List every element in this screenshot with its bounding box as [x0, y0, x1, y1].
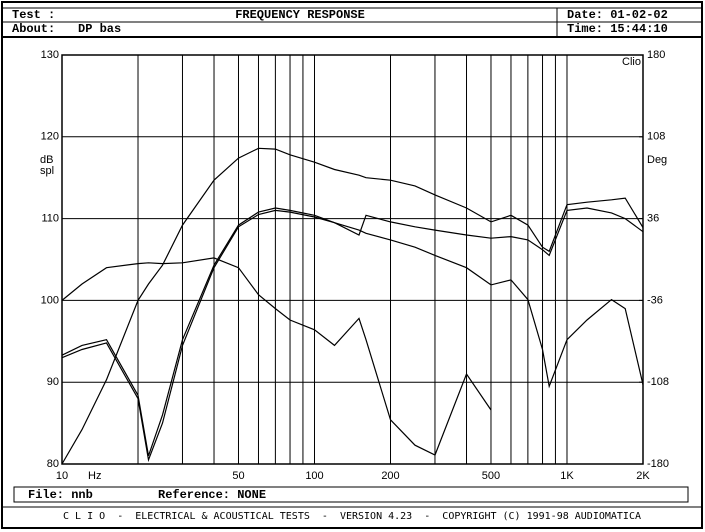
- corner-label: Clio: [622, 56, 641, 68]
- x-tick-label: 50: [232, 470, 244, 482]
- response-curve: [61, 147, 644, 465]
- x-tick-label: 500: [482, 470, 500, 482]
- response-curve: [61, 209, 644, 463]
- x-tick-label: 2K: [636, 470, 650, 482]
- y2-axis-label: Deg: [647, 154, 667, 166]
- x-axis-label: Hz: [88, 470, 101, 482]
- file: File: nnb: [28, 488, 93, 502]
- y-axis-label: spl: [40, 165, 54, 177]
- x-tick-label: 10: [56, 470, 68, 482]
- y-tick-label: 80: [47, 458, 59, 470]
- date: Date: 01-02-02: [567, 8, 668, 22]
- y2-tick-label: -180: [647, 458, 669, 470]
- y2-tick-label: 108: [647, 131, 665, 143]
- y-tick-label: 100: [41, 294, 59, 306]
- y2-tick-label: -36: [647, 294, 663, 306]
- file-box: [13, 486, 689, 503]
- reference: Reference: NONE: [158, 488, 266, 502]
- x-tick-label: 200: [381, 470, 399, 482]
- time: Time: 15:44:10: [567, 22, 668, 36]
- header-title: FREQUENCY RESPONSE: [235, 8, 365, 22]
- credits: C L I O - ELECTRICAL & ACOUSTICAL TESTS …: [63, 511, 641, 522]
- x-tick-label: 1K: [560, 470, 574, 482]
- test-label: Test :: [12, 8, 55, 22]
- y-tick-label: 110: [41, 213, 59, 225]
- y-axis-label: dB: [40, 154, 53, 166]
- about: DP bas: [78, 22, 121, 36]
- response-curve: [61, 257, 492, 456]
- y-tick-label: 130: [41, 49, 59, 61]
- plot: 10 50 100 200 500 1K 2K 80 90 100 110 120 130 -180 -10…: [40, 49, 669, 482]
- response-curve: [61, 207, 644, 456]
- y-tick-label: 90: [47, 376, 59, 388]
- about-label: About:: [12, 22, 55, 36]
- x-tick-label: 100: [305, 470, 323, 482]
- y-tick-label: 120: [41, 131, 59, 143]
- y2-tick-label: -108: [647, 376, 669, 388]
- y2-tick-label: 36: [647, 213, 659, 225]
- y2-tick-label: 180: [647, 49, 665, 61]
